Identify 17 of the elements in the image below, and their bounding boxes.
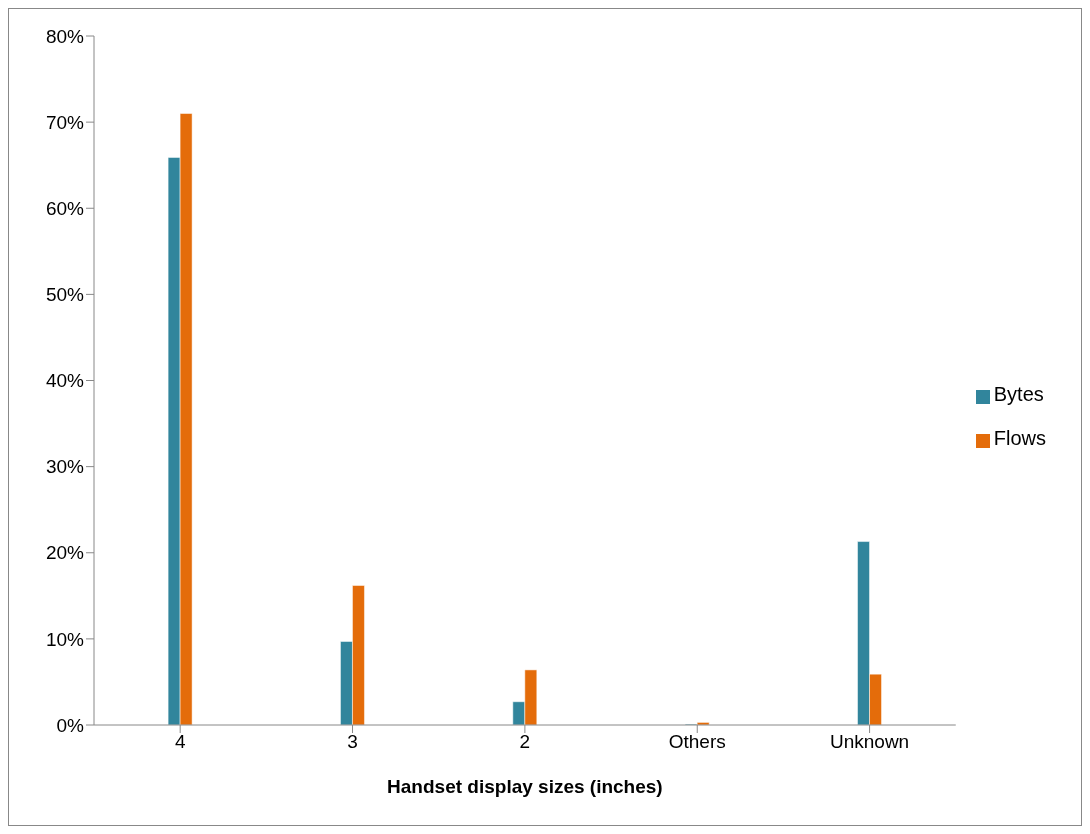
x-tick-label: 4 bbox=[174, 731, 186, 753]
x-tick-label: Unknown bbox=[829, 731, 910, 753]
x-axis-title: Handset display sizes (inches) bbox=[387, 776, 663, 797]
y-tick-label: 80% bbox=[45, 25, 85, 47]
y-tick-label: 20% bbox=[45, 542, 85, 564]
legend-label: Bytes bbox=[993, 383, 1044, 405]
y-tick-label: 30% bbox=[45, 456, 85, 478]
x-tick-label: Others bbox=[668, 731, 726, 753]
x-tick-label: 2 bbox=[519, 731, 531, 753]
y-tick-label: 0% bbox=[56, 714, 85, 736]
y-tick-label: 50% bbox=[45, 284, 85, 306]
x-tick-label: 3 bbox=[347, 731, 358, 753]
y-tick-label: 40% bbox=[45, 370, 85, 392]
y-tick-label: 70% bbox=[45, 111, 85, 133]
y-tick-label: 60% bbox=[45, 197, 85, 219]
y-tick-label: 10% bbox=[45, 628, 85, 650]
legend-label: Flows bbox=[993, 427, 1046, 449]
